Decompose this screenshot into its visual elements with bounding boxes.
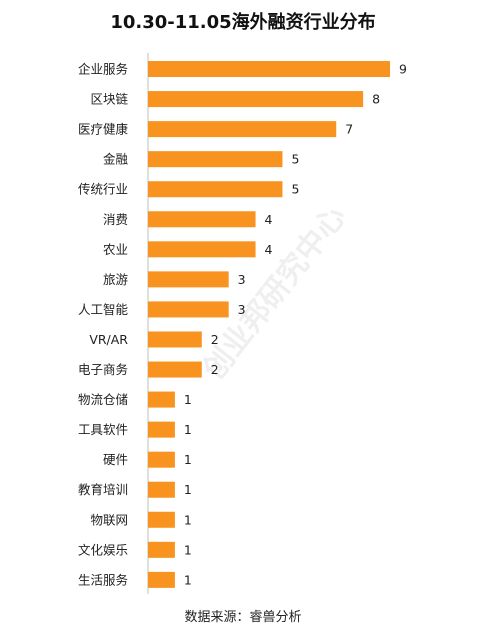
data-label: 3: [238, 302, 246, 317]
category-label: 人工智能: [78, 302, 129, 317]
bar: [148, 571, 175, 588]
category-label: 生活服务: [78, 572, 128, 587]
data-label: 5: [291, 182, 299, 197]
data-label: 2: [211, 362, 219, 377]
category-label: VR/AR: [89, 332, 128, 347]
bar: [148, 151, 283, 168]
category-label: 金融: [103, 152, 129, 167]
bar: [148, 211, 256, 228]
bar: [148, 121, 337, 138]
bar: [148, 541, 175, 558]
data-label: 3: [238, 272, 246, 287]
category-label: 物流仓储: [78, 392, 128, 407]
data-label: 1: [184, 422, 192, 437]
bar: [148, 241, 256, 258]
category-label: 工具软件: [78, 422, 128, 437]
data-label: 9: [399, 62, 407, 77]
data-label: 1: [184, 542, 192, 557]
bar: [148, 271, 229, 288]
data-label: 8: [372, 92, 380, 107]
category-label: 消费: [103, 212, 128, 227]
data-label: 4: [265, 212, 273, 227]
bar: [148, 61, 390, 78]
data-label: 1: [184, 482, 192, 497]
data-label: 5: [291, 152, 299, 167]
category-label: 农业: [103, 242, 128, 257]
category-label: 企业服务: [78, 62, 128, 77]
data-label: 1: [184, 392, 192, 407]
bar: [148, 361, 202, 378]
category-label: 区块链: [90, 92, 128, 107]
bar: [148, 331, 202, 348]
category-label: 硬件: [103, 452, 128, 467]
bar: [148, 511, 175, 528]
data-label: 4: [265, 242, 273, 257]
category-label: 传统行业: [78, 182, 128, 197]
category-label: 电子商务: [78, 362, 128, 377]
source-note: 数据来源：睿兽分析: [184, 610, 302, 625]
chart-title: 10.30-11.05海外融资行业分布: [110, 12, 376, 33]
data-label: 2: [211, 332, 219, 347]
bar: [148, 181, 283, 198]
bar: [148, 481, 175, 498]
data-label: 1: [184, 452, 192, 467]
bar: [148, 451, 175, 468]
category-label: 医疗健康: [78, 122, 129, 137]
category-label: 文化娱乐: [78, 542, 128, 557]
data-label: 1: [184, 572, 192, 587]
bar: [148, 91, 364, 108]
category-label: 旅游: [103, 272, 129, 287]
data-label: 7: [345, 122, 353, 137]
bar: [148, 301, 229, 318]
data-label: 1: [184, 512, 192, 527]
bar: [148, 421, 175, 438]
category-label: 教育培训: [78, 482, 128, 497]
bar: [148, 391, 175, 408]
category-label: 物联网: [90, 512, 128, 527]
